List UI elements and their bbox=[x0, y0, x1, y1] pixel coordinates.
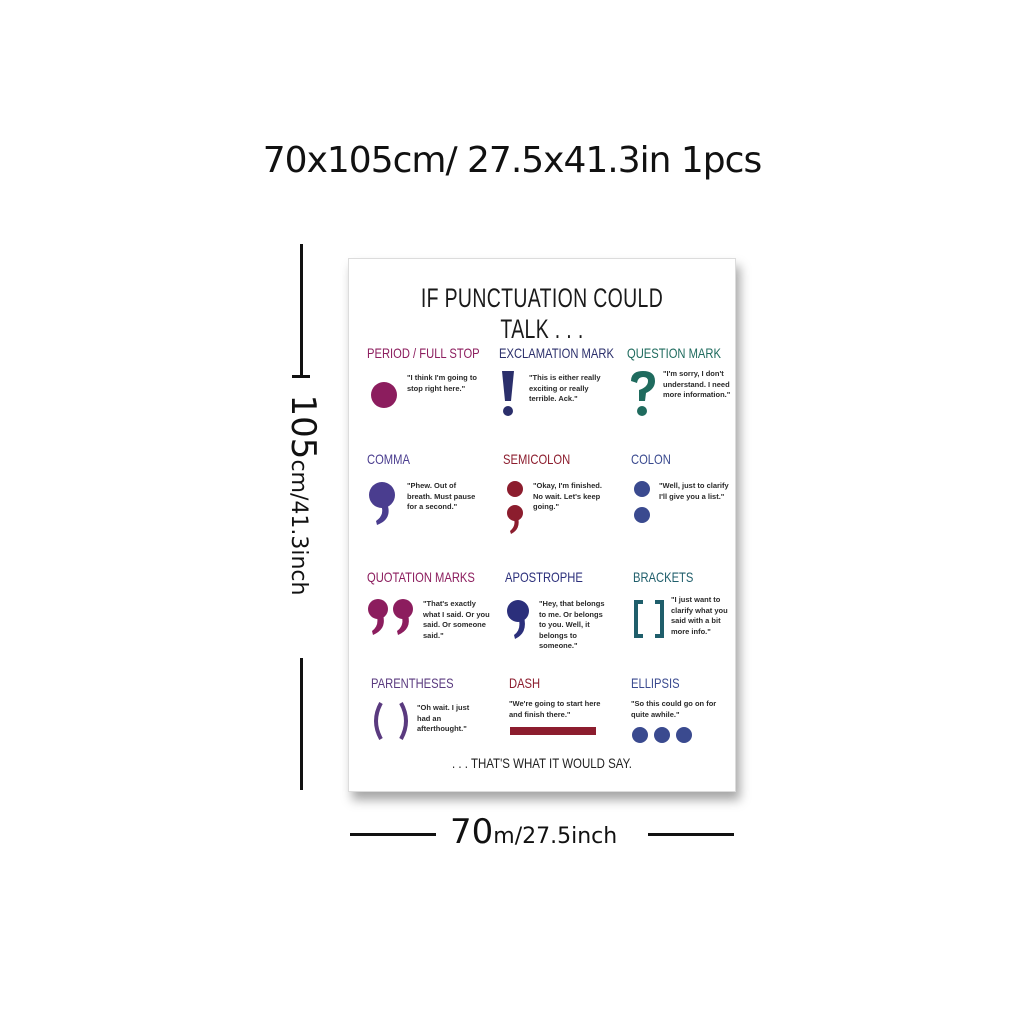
brackets-quote: "I just want to clarify what you said wi… bbox=[671, 595, 728, 636]
exclamation-cell: EXCLAMATION MARK "This is either really … bbox=[499, 345, 627, 455]
comma-quote: "Phew. Out of breath. Must pause for a s… bbox=[407, 481, 476, 511]
poster: IF PUNCTUATION COULD TALK . . . PERIOD /… bbox=[348, 258, 736, 792]
brackets-icon bbox=[634, 600, 664, 638]
quotation-marks-cell: QUOTATION MARKS "That's exactly what I s… bbox=[367, 569, 495, 679]
height-unit: cm/41.3inch bbox=[286, 459, 311, 596]
width-dimension-line-right bbox=[648, 833, 734, 836]
height-dimension-label: 105cm/41.3inch bbox=[283, 395, 323, 596]
dash-cell: DASH "We're going to start here and fini… bbox=[509, 675, 637, 785]
size-title: 70x105cm/ 27.5x41.3in 1pcs bbox=[262, 140, 762, 181]
semicolon-quote: "Okay, I'm finished. No wait. Let's keep… bbox=[533, 481, 602, 511]
question-title: QUESTION MARK bbox=[627, 345, 721, 361]
question-cell: QUESTION MARK "I'm sorry, I don't unders… bbox=[627, 345, 755, 455]
semicolon-icon bbox=[507, 481, 523, 534]
colon-quote: "Well, just to clarify I'll give you a l… bbox=[659, 481, 729, 501]
period-cell: PERIOD / FULL STOP "I think I'm going to… bbox=[367, 345, 495, 455]
comma-title: COMMA bbox=[367, 451, 410, 467]
width-dimension-label: 70m/27.5inch bbox=[450, 812, 617, 852]
colon-title: COLON bbox=[631, 451, 671, 467]
comma-icon bbox=[369, 482, 395, 525]
apostrophe-quote: "Hey, that belongs to me. Or belongs to … bbox=[539, 599, 605, 650]
period-title: PERIOD / FULL STOP bbox=[367, 345, 480, 361]
period-icon bbox=[371, 382, 397, 408]
exclamation-quote: "This is either really exciting or reall… bbox=[529, 373, 601, 403]
height-dimension-tick bbox=[292, 375, 310, 378]
apostrophe-icon bbox=[507, 600, 529, 639]
quotation-marks-icon bbox=[368, 599, 413, 635]
height-dimension-line-bottom bbox=[300, 658, 303, 790]
ellipsis-icon bbox=[632, 727, 692, 743]
apostrophe-cell: APOSTROPHE "Hey, that belongs to me. Or … bbox=[505, 569, 633, 679]
brackets-title: BRACKETS bbox=[633, 569, 694, 585]
parentheses-icon bbox=[374, 702, 408, 740]
parentheses-quote: "Oh wait. I just had an afterthought." bbox=[417, 703, 470, 733]
ellipsis-title: ELLIPSIS bbox=[631, 675, 680, 691]
width-dimension-line-left bbox=[350, 833, 436, 836]
colon-icon bbox=[634, 481, 650, 523]
apostrophe-title: APOSTROPHE bbox=[505, 569, 583, 585]
question-quote: "I'm sorry, I don't understand. I need m… bbox=[663, 369, 731, 399]
period-quote: "I think I'm going to stop right here." bbox=[407, 373, 477, 393]
quotation-marks-title: QUOTATION MARKS bbox=[367, 569, 475, 585]
semicolon-title: SEMICOLON bbox=[503, 451, 571, 467]
brackets-cell: BRACKETS "I just want to clarify what yo… bbox=[633, 569, 761, 679]
dash-icon bbox=[510, 727, 596, 735]
ellipsis-quote: "So this could go on for quite awhile." bbox=[631, 699, 717, 719]
semicolon-cell: SEMICOLON "Okay, I'm finished. No wait. … bbox=[503, 451, 631, 561]
exclamation-icon bbox=[502, 371, 514, 416]
dash-quote: "We're going to start here and finish th… bbox=[509, 699, 601, 719]
height-value: 105 bbox=[283, 394, 323, 460]
width-unit: m/27.5inch bbox=[493, 824, 618, 849]
colon-cell: COLON "Well, just to clarify I'll give y… bbox=[631, 451, 759, 561]
parentheses-title: PARENTHESES bbox=[371, 675, 454, 691]
width-value: 70 bbox=[450, 812, 494, 852]
dash-title: DASH bbox=[509, 675, 541, 691]
poster-title: IF PUNCTUATION COULD TALK . . . bbox=[420, 283, 664, 344]
ellipsis-cell: ELLIPSIS "So this could go on for quite … bbox=[631, 675, 759, 785]
poster-footer: . . . THAT'S WHAT IT WOULD SAY. bbox=[452, 755, 632, 771]
comma-cell: COMMA "Phew. Out of breath. Must pause f… bbox=[367, 451, 495, 561]
question-icon bbox=[631, 371, 655, 416]
parentheses-cell: PARENTHESES "Oh wait. I just had an afte… bbox=[371, 675, 499, 785]
height-dimension-line-top bbox=[300, 244, 303, 376]
quotation-marks-quote: "That's exactly what I said. Or you said… bbox=[423, 599, 490, 640]
exclamation-title: EXCLAMATION MARK bbox=[499, 345, 614, 361]
